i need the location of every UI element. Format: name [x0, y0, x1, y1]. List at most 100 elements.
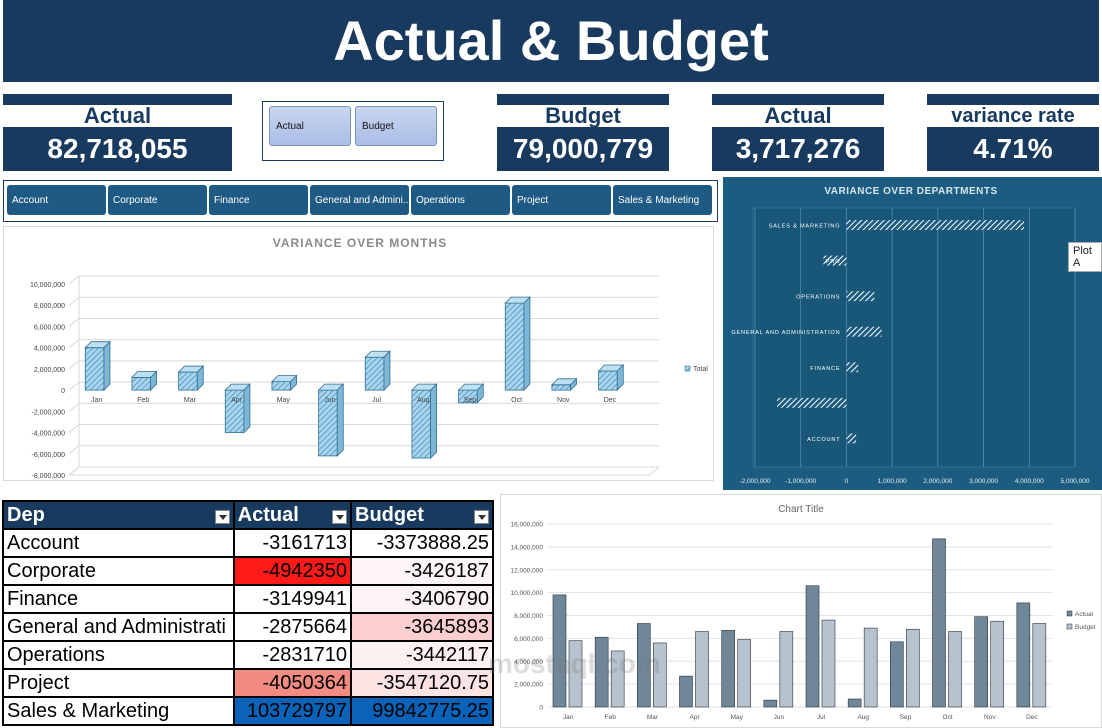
bar-side [383, 350, 391, 392]
bar [1016, 602, 1031, 708]
x-tick-label: Jul [817, 714, 826, 721]
header-budget[interactable]: Budget [350, 500, 494, 530]
x-tick-label: 3,000,000 [969, 478, 998, 485]
bar-side [616, 364, 624, 392]
dept-sales-marketing-button[interactable]: Sales & Marketing [613, 185, 712, 215]
chart-title: VARIANCE OVER DEPARTMENTS [824, 186, 997, 197]
bar [906, 628, 920, 708]
x-tick-label: Jul [372, 397, 381, 404]
dept-project-button[interactable]: Project [512, 185, 611, 215]
table-row: General and Administrati -2875664 -3645893 [2, 612, 494, 642]
cell-dep[interactable]: Sales & Marketing [2, 696, 235, 726]
x-tick-label: Jan [91, 397, 102, 404]
filter-dropdown-icon[interactable] [474, 510, 489, 524]
kpi-rate-label: variance rate [951, 105, 1075, 127]
slicer-actual-button[interactable]: Actual [269, 106, 351, 146]
cell-budget[interactable]: -3373888.25 [350, 528, 494, 558]
y-tick-label: ACCOUNT [807, 437, 840, 443]
x-tick-label: 1,000,000 [878, 478, 907, 485]
bar-side [336, 383, 344, 457]
cell-dep[interactable]: General and Administrati [2, 612, 235, 642]
slicer-budget-button[interactable]: Budget [355, 106, 437, 146]
bar [695, 631, 709, 708]
y-tick-label: 0 [539, 705, 543, 712]
bar [890, 641, 904, 708]
table-row: Sales & Marketing 103729797 99842775.25 [2, 696, 494, 726]
bar [777, 397, 847, 408]
bar [131, 376, 152, 391]
cell-dep[interactable]: Account [2, 528, 235, 558]
bar [364, 356, 385, 391]
legend-swatch [1066, 623, 1073, 630]
legend-swatch [1066, 610, 1073, 617]
x-tick-label: 5,000,000 [1061, 478, 1090, 485]
y-tick-label: 8,000,000 [34, 303, 65, 310]
cell-budget[interactable]: -3442117 [350, 640, 494, 670]
variance-departments-chart: VARIANCE OVER DEPARTMENTS -2,000,000 -1,00… [731, 186, 1090, 485]
filter-dropdown-icon[interactable] [332, 510, 348, 524]
cell-dep[interactable]: Operations [2, 640, 235, 670]
y-tick-label: 14,000,000 [510, 544, 543, 551]
filter-dropdown-icon[interactable] [214, 510, 230, 524]
x-tick-label: Jan [563, 714, 574, 721]
y-tick-label: -6,000,000 [32, 452, 66, 459]
bar [846, 433, 857, 444]
cell-budget[interactable]: -3547120.75 [350, 668, 494, 698]
cell-actual[interactable]: 103729797 [232, 696, 353, 726]
actual-budget-chart-panel[interactable]: Chart Title 16,000,000 14,000,000 12,000,00… [500, 494, 1102, 728]
y-tick-label: 10,000,000 [30, 282, 65, 289]
y-tick-label: 10,000,000 [510, 590, 543, 597]
bar [653, 642, 667, 708]
cell-budget[interactable]: 99842775.25 [350, 696, 494, 726]
cell-actual[interactable]: -2875664 [232, 612, 353, 642]
x-tick-label: Nov [557, 397, 570, 404]
kpi-budget-strip [497, 94, 669, 105]
bar-side [103, 340, 111, 392]
y-tick-label: PRO [826, 259, 841, 265]
variance-months-chart-panel[interactable]: VARIANCE OVER MONTHS 10,000,000 8,000,000 6… [3, 226, 714, 481]
x-tick-label: Feb [137, 397, 149, 404]
gridline-depth [68, 275, 80, 285]
cell-dep[interactable]: Finance [2, 584, 235, 614]
bar [863, 627, 878, 708]
bar-side [523, 296, 531, 392]
variance-departments-chart-panel[interactable]: VARIANCE OVER DEPARTMENTS -2,000,000 -1,00… [723, 177, 1102, 490]
header-actual[interactable]: Actual [232, 500, 353, 530]
x-tick-label: Apr [690, 714, 701, 721]
x-tick-label: Jun [774, 714, 785, 721]
y-tick-label: GENERAL AND ADMINISTRATION [731, 330, 840, 336]
chart-title: VARIANCE OVER MONTHS [273, 236, 447, 250]
cell-actual[interactable]: -3161713 [232, 528, 353, 558]
bar [821, 619, 836, 708]
cell-actual[interactable]: -4050364 [232, 668, 353, 698]
kpi-variance-strip [712, 94, 884, 105]
x-tick-label: Mar [184, 397, 197, 404]
cell-actual[interactable]: -4942350 [232, 556, 353, 586]
bar-side [570, 377, 577, 392]
bar-side [196, 365, 204, 392]
table-row: Finance -3149941 -3406790 [2, 584, 494, 614]
bar [504, 302, 525, 391]
cell-actual[interactable]: -3149941 [232, 584, 353, 614]
dept-account-button[interactable]: Account [7, 185, 106, 215]
bar [721, 630, 735, 708]
dept-finance-button[interactable]: Finance [209, 185, 308, 215]
cell-actual[interactable]: -2831710 [232, 640, 353, 670]
cell-dep[interactable]: Project [2, 668, 235, 698]
plot-area-tooltip: Plot A [1068, 242, 1102, 272]
header-dep[interactable]: Dep [2, 500, 235, 530]
dept-operations-button[interactable]: Operations [411, 185, 510, 215]
dept-general-admin-button[interactable]: General and Admini... [310, 185, 409, 215]
bar [846, 291, 875, 302]
gridline-depth [68, 296, 80, 306]
department-slicer: Account Corporate Finance General and Ad… [3, 180, 718, 222]
gridline-depth [68, 339, 80, 349]
chart-title: Chart Title [778, 504, 824, 515]
dept-corporate-button[interactable]: Corporate [108, 185, 207, 215]
cell-dep[interactable]: Corporate [2, 556, 235, 586]
cell-budget[interactable]: -3645893 [350, 612, 494, 642]
cell-budget[interactable]: -3426187 [350, 556, 494, 586]
cell-budget[interactable]: -3406790 [350, 584, 494, 614]
bar [679, 675, 693, 708]
y-tick-label: 6,000,000 [514, 636, 543, 643]
